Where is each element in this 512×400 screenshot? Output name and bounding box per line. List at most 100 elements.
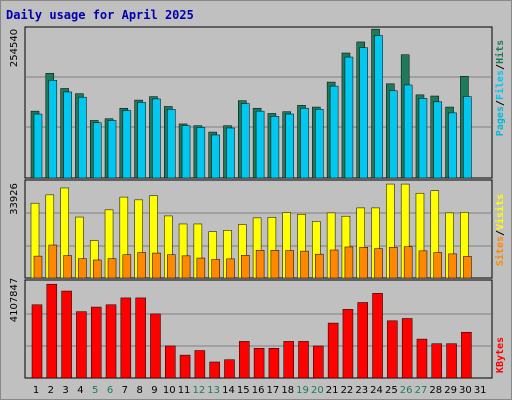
bar-kbytes: [61, 290, 72, 379]
bar-files: [329, 85, 339, 179]
bar-kbytes: [357, 302, 368, 379]
bar-sites: [107, 258, 117, 279]
y-max-label: 33926: [9, 183, 20, 215]
x-tick-label: 1: [33, 385, 39, 396]
bar-files: [374, 35, 383, 179]
x-tick-label: 3: [62, 385, 68, 396]
bar-sites: [418, 250, 428, 279]
bar-files: [92, 122, 102, 179]
x-tick-label: 22: [341, 385, 354, 396]
bar-files: [78, 96, 87, 179]
y-max-label: 4107847: [9, 278, 20, 323]
bar-kbytes: [150, 313, 161, 379]
bar-files: [167, 109, 176, 179]
y-max-label: 254540: [9, 29, 20, 67]
bar-files: [255, 110, 265, 179]
x-tick-label: 28: [429, 385, 442, 396]
bar-sites: [463, 256, 472, 279]
bar-sites: [344, 246, 354, 279]
bar-sites: [448, 253, 457, 279]
legend-kbytes: KBytes: [495, 337, 506, 373]
bar-sites: [211, 259, 220, 279]
legend-sites-visits: Sites/Visits: [494, 194, 506, 266]
bar-files: [463, 96, 472, 179]
bar-files: [196, 127, 206, 179]
bar-kbytes: [327, 322, 339, 379]
bar-files: [63, 91, 72, 179]
bar-files: [389, 90, 398, 179]
bar-kbytes: [283, 341, 294, 379]
bar-kbytes: [298, 341, 309, 379]
bar-kbytes: [105, 304, 117, 379]
bar-sites: [374, 248, 383, 279]
bar-sites: [300, 250, 309, 279]
legend-pages-files-hits-part: /: [495, 100, 506, 106]
bar-kbytes: [401, 318, 413, 379]
bar-kbytes: [90, 306, 102, 379]
bar-kbytes: [165, 345, 176, 379]
bar-sites: [78, 258, 87, 279]
x-tick-label: 12: [193, 385, 206, 396]
x-tick-label: 24: [370, 385, 383, 396]
x-tick-label: 7: [122, 385, 128, 396]
bar-sites: [48, 244, 58, 279]
bar-kbytes: [461, 331, 472, 379]
x-tick-label: 27: [415, 385, 428, 396]
bar-files: [211, 134, 220, 179]
legend-pages-files-hits-part: Hits: [494, 40, 506, 64]
x-tick-label: 25: [385, 385, 398, 396]
bar-sites: [241, 255, 250, 279]
bar-files: [448, 112, 457, 179]
bar-kbytes: [224, 359, 235, 379]
bar-sites: [33, 255, 43, 279]
x-tick-label: 19: [296, 385, 309, 396]
x-tick-label: 23: [355, 385, 368, 396]
bar-files: [152, 98, 161, 179]
bar-files: [107, 120, 117, 179]
bar-sites: [122, 254, 132, 279]
x-tick-label: 20: [311, 385, 324, 396]
legend-sites-visits-part: /: [495, 230, 506, 236]
bar-kbytes: [135, 297, 146, 379]
legend-pages-files-hits-part: /: [495, 64, 506, 70]
x-tick-label: 10: [163, 385, 176, 396]
bar-kbytes: [342, 309, 354, 379]
legend-pages-files-hits-part: Pages: [495, 106, 506, 136]
bar-sites: [433, 252, 443, 279]
bar-sites: [92, 259, 102, 279]
bar-kbytes: [372, 293, 383, 379]
bar-sites: [285, 250, 294, 279]
x-tick-label: 18: [281, 385, 294, 396]
bar-files: [122, 110, 132, 179]
bar-kbytes: [239, 341, 250, 379]
bar-files: [241, 103, 250, 179]
bar-sites: [255, 250, 265, 279]
bar-files: [33, 113, 43, 179]
x-tick-label: 4: [77, 385, 83, 396]
bar-sites: [389, 246, 398, 279]
legend-pages-files-hits: Pages/Files/Hits: [494, 40, 506, 136]
bar-sites: [315, 253, 324, 279]
x-tick-label: 13: [207, 385, 220, 396]
legend-sites-visits-part: Visits: [494, 194, 506, 230]
bar-files: [285, 113, 294, 179]
bar-sites: [359, 246, 368, 279]
x-tick-label: 16: [252, 385, 265, 396]
x-tick-label: 15: [237, 385, 250, 396]
bar-sites: [270, 250, 280, 279]
bar-sites: [226, 258, 235, 279]
bar-kbytes: [446, 343, 457, 379]
x-tick-label: 26: [400, 385, 413, 396]
bar-files: [344, 56, 354, 179]
bar-sites: [152, 252, 161, 279]
bar-kbytes: [416, 338, 428, 379]
page-title: Daily usage for April 2025: [6, 8, 194, 22]
legend-kbytes-part: KBytes: [495, 337, 506, 373]
x-tick-label: 14: [222, 385, 235, 396]
bar-files: [48, 80, 58, 179]
x-tick-label: 31: [474, 385, 487, 396]
x-tick-label: 21: [326, 385, 339, 396]
bar-kbytes: [431, 343, 443, 379]
x-tick-label: 9: [151, 385, 157, 396]
x-tick-label: 30: [459, 385, 472, 396]
